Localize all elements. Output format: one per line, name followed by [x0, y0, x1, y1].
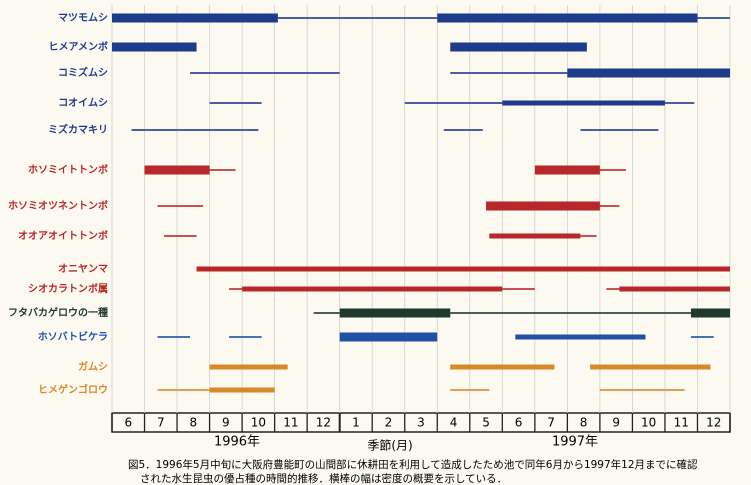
- density-bar: [690, 308, 730, 318]
- row-label: コオイムシ: [58, 97, 108, 109]
- density-bar: [313, 312, 340, 314]
- density-bar: [664, 102, 695, 104]
- density-bar: [580, 129, 659, 131]
- x-tick-label: 10: [251, 416, 266, 430]
- row-label: フタバカゲロウの一種: [8, 306, 108, 319]
- row-label: コミズムシ: [58, 66, 108, 79]
- density-bar: [450, 364, 555, 370]
- density-bar: [599, 389, 685, 391]
- density-bar: [599, 205, 620, 207]
- density-bar: [242, 286, 503, 292]
- row-label: オニヤンマ: [58, 263, 108, 275]
- density-bar: [164, 235, 197, 237]
- x-tick-label: 3: [417, 416, 425, 430]
- x-tick-label: 12: [706, 416, 721, 430]
- density-bar: [486, 201, 600, 211]
- x-tick-label: 6: [124, 416, 132, 430]
- row-label: ヒメアメンボ: [49, 40, 109, 53]
- density-bar: [190, 72, 340, 74]
- x-tick-label: 9: [612, 416, 620, 430]
- density-bar: [590, 364, 711, 370]
- row-label: ホソバトビケラ: [38, 330, 108, 343]
- density-bar: [515, 334, 646, 340]
- density-bar: [489, 233, 581, 239]
- density-bar: [157, 205, 204, 207]
- x-tick-label: 8: [580, 416, 588, 430]
- density-bar: [606, 288, 620, 290]
- density-bar: [339, 308, 451, 318]
- row-label: ホソミオツネントンボ: [8, 199, 108, 212]
- row-label: オオアオイトトンボ: [18, 229, 108, 242]
- row-label: ヒメゲンゴロウ: [38, 383, 108, 396]
- density-bar: [131, 129, 259, 131]
- x-tick-label: 10: [641, 416, 656, 430]
- density-bar: [112, 13, 278, 23]
- row-label: マツモムシ: [58, 12, 108, 24]
- density-bar: [697, 17, 730, 19]
- x-tick-label: 4: [450, 416, 458, 430]
- density-bar: [339, 332, 438, 342]
- density-bar: [209, 387, 275, 393]
- density-bar: [157, 336, 191, 338]
- density-bar: [209, 102, 262, 104]
- density-bar: [690, 336, 714, 338]
- density-bar: [450, 389, 490, 391]
- density-bar: [437, 13, 698, 23]
- row-label: ガムシ: [78, 360, 108, 373]
- x-tick-label: 5: [482, 416, 490, 430]
- density-bar: [209, 364, 288, 370]
- density-bar: [619, 286, 730, 292]
- density-bar: [196, 266, 730, 272]
- year-label: 1997年: [552, 435, 598, 450]
- density-bar: [209, 169, 236, 171]
- x-tick-label: 11: [674, 416, 689, 430]
- x-tick-label: 11: [283, 416, 298, 430]
- density-bar: [567, 68, 730, 78]
- density-bar: [404, 102, 503, 104]
- density-bar: [450, 312, 691, 314]
- year-label: 1996年: [214, 435, 260, 450]
- density-bar: [534, 165, 600, 175]
- density-bar: [112, 42, 197, 52]
- x-tick-label: 6: [515, 416, 523, 430]
- density-bar: [450, 42, 587, 52]
- x-tick-label: 8: [189, 416, 197, 430]
- density-bar: [502, 288, 535, 290]
- x-tick-label: 12: [316, 416, 331, 430]
- x-tick-label: 9: [222, 416, 230, 430]
- density-bar: [229, 336, 262, 338]
- x-tick-label: 1: [352, 416, 360, 430]
- row-label: ホソミイトトンボ: [28, 163, 108, 176]
- density-bar: [502, 100, 665, 106]
- x-tick-label: 7: [157, 416, 165, 430]
- density-bar: [580, 235, 597, 237]
- density-bar: [229, 288, 243, 290]
- caption-line: された水生昆虫の優占種の時間的推移．横棒の幅は密度の概要を示している．: [140, 472, 507, 485]
- density-bar: [144, 165, 210, 175]
- x-tick-label: 2: [385, 416, 393, 430]
- x-tick-label: 7: [547, 416, 555, 430]
- density-bar: [157, 389, 210, 391]
- row-label: シオカラトンボ属: [28, 282, 108, 295]
- density-bar: [277, 17, 438, 19]
- caption-line: 図5．1996年5月中旬に大阪府豊能町の山間部に休耕田を利用して造成したため池で…: [128, 458, 698, 471]
- row-label: ミズカマキリ: [48, 123, 108, 136]
- density-bar: [450, 72, 568, 74]
- x-axis-label: 季節(月): [367, 438, 412, 453]
- density-bar: [443, 129, 483, 131]
- density-bar: [599, 169, 626, 171]
